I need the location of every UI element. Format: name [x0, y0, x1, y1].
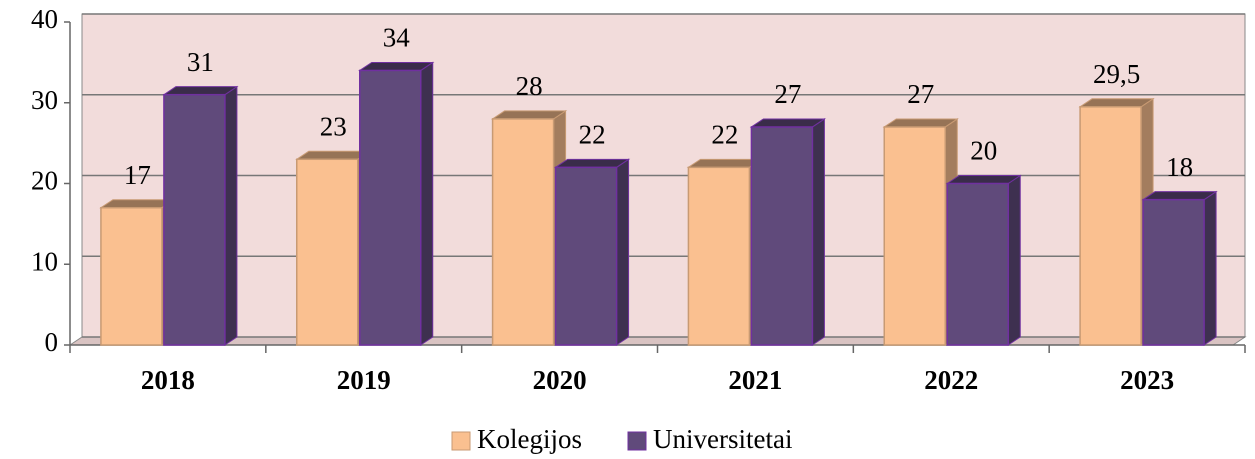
y-tick-label: 20	[31, 166, 58, 196]
bar-side	[616, 158, 630, 346]
bar-top	[99, 199, 176, 209]
bar	[1079, 106, 1142, 346]
bar-side	[420, 61, 434, 346]
data-label: 34	[383, 23, 411, 53]
bar-top	[490, 110, 568, 120]
bar	[883, 126, 946, 346]
bar	[750, 126, 814, 346]
x-tick-label: 2018	[141, 365, 195, 395]
plot-floor	[68, 336, 1247, 346]
bar-top	[295, 150, 372, 160]
bar	[296, 158, 359, 346]
bar-top	[686, 158, 764, 168]
legend-label: Universitetai	[653, 424, 792, 454]
bar-top	[882, 118, 959, 128]
x-tick-label: 2021	[728, 365, 782, 395]
bar-top	[1078, 98, 1155, 108]
bar-side	[224, 85, 238, 346]
bar-side	[811, 118, 825, 346]
x-tick-label: 2019	[337, 365, 391, 395]
bar	[554, 166, 618, 346]
bar-top	[358, 61, 435, 71]
data-label: 29,5	[1093, 59, 1140, 89]
bar-top	[162, 86, 239, 96]
bar-top	[945, 175, 1022, 184]
bar	[687, 166, 751, 346]
data-label: 27	[907, 79, 934, 109]
bar	[946, 182, 1009, 346]
legend-swatch	[451, 431, 471, 451]
legend-label: Kolegijos	[477, 424, 582, 454]
x-tick-label: 2022	[924, 365, 978, 395]
bar-side	[1203, 190, 1217, 346]
x-tick-label: 2023	[1120, 365, 1174, 395]
data-label: 22	[579, 120, 606, 150]
bar	[491, 118, 555, 346]
y-tick-label: 0	[45, 327, 59, 357]
y-tick-label: 10	[31, 246, 58, 276]
data-label: 31	[187, 47, 214, 77]
bar-side	[1007, 174, 1021, 346]
y-tick-label: 40	[31, 4, 58, 34]
data-label: 18	[1166, 152, 1193, 182]
data-label: 20	[970, 136, 997, 166]
bar	[1142, 198, 1205, 346]
data-label: 22	[711, 120, 738, 150]
bar-top	[553, 158, 631, 168]
bar-top	[749, 118, 827, 128]
data-label: 27	[774, 79, 801, 109]
data-label: 17	[124, 160, 151, 190]
x-tick-label: 2020	[533, 365, 587, 395]
data-label: 28	[516, 71, 543, 101]
bar-top	[1141, 191, 1218, 201]
y-tick-label: 30	[31, 85, 58, 115]
legend-swatch	[627, 431, 647, 451]
bar	[359, 69, 422, 346]
bar	[163, 93, 226, 346]
data-label: 23	[320, 111, 347, 141]
bar	[100, 206, 163, 346]
